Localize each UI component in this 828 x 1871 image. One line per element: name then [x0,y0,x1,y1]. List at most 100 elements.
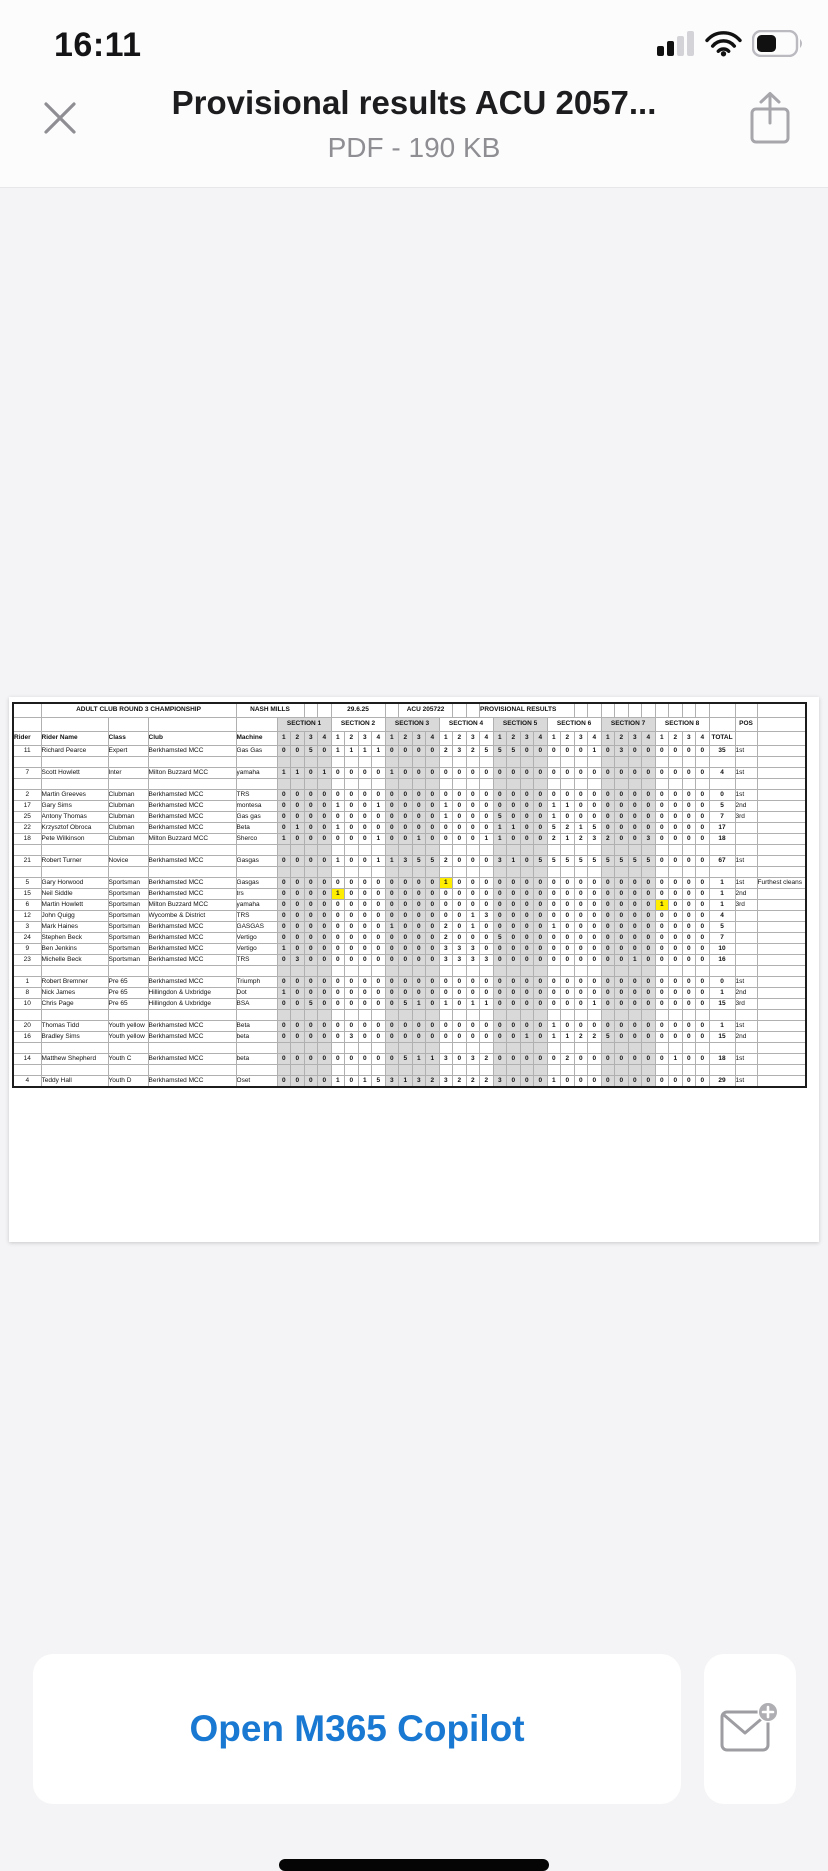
score-cell: 0 [560,877,575,889]
score-cell: 1 [384,767,399,779]
class-cell: Expert [107,745,149,757]
score-cell: 0 [627,987,643,999]
cell [330,965,345,977]
sub-col-header: 3 [357,731,372,746]
cell [756,1042,807,1054]
class-col-header: Class [107,731,149,746]
score-cell: 0 [492,1053,508,1065]
score-cell: 0 [506,888,521,900]
cell [734,702,758,718]
score-cell: 0 [533,932,548,944]
cell [506,866,521,878]
score-cell: 0 [614,1031,629,1043]
score-cell: 0 [479,811,494,823]
rider-number-cell: 10 [12,998,42,1010]
score-cell: 0 [452,855,467,867]
rider-number-cell: 6 [12,899,42,911]
total-cell: 10 [708,943,736,955]
score-cell: 0 [600,932,616,944]
score-cell: 0 [344,855,359,867]
score-cell: 0 [641,976,656,988]
score-cell: 0 [317,943,332,955]
cell [734,1064,758,1076]
cell [654,756,670,768]
score-cell: 0 [384,800,399,812]
score-cell: 0 [573,767,589,779]
sub-col-header: 2 [506,731,521,746]
cell [708,965,736,977]
club-cell: Berkhamsted MCC [147,1075,237,1088]
score-cell: 0 [600,822,616,834]
cell [533,844,548,856]
share-up-arrow-icon [750,92,790,144]
rider-col-header: Rider [12,731,42,746]
machine-cell: Gasgas [235,877,278,889]
score-cell: 0 [573,888,589,900]
score-cell: 0 [600,976,616,988]
cell [479,756,494,768]
home-indicator[interactable] [279,1859,549,1871]
score-cell: 0 [614,910,629,922]
score-cell: 0 [600,1053,616,1065]
score-cell: 0 [411,899,426,911]
close-button[interactable] [38,96,82,140]
open-copilot-button[interactable]: Open M365 Copilot [33,1654,681,1804]
score-cell: 0 [600,987,616,999]
score-cell: 0 [587,811,602,823]
cell [519,756,535,768]
score-cell: 0 [641,1075,656,1088]
score-cell: 0 [398,1031,413,1043]
score-cell: 0 [290,899,305,911]
score-cell: 0 [560,899,575,911]
cellular-signal-icon [657,30,694,56]
cell [519,866,535,878]
share-button[interactable] [748,90,792,146]
score-cell: 1 [330,822,345,834]
cell [587,866,602,878]
score-cell: 0 [695,789,710,801]
score-cell: 0 [533,1020,548,1032]
score-cell: 0 [384,932,399,944]
score-cell: 0 [384,987,399,999]
cell [357,866,372,878]
score-cell: 0 [654,1031,670,1043]
score-cell: 0 [587,1020,602,1032]
score-cell: 0 [344,833,359,845]
cell [452,778,467,790]
rider-number-cell: 24 [12,932,42,944]
score-cell: 0 [560,943,575,955]
cell [546,778,562,790]
score-cell: 0 [533,800,548,812]
score-cell: 1 [371,745,386,757]
class-cell: Sportsman [107,910,149,922]
cell [573,965,589,977]
score-cell: 5 [641,855,656,867]
pdf-page[interactable]: ADULT CLUB ROUND 3 CHAMPIONSHIP NASH MILL… [9,697,819,1242]
rider-number-cell: 15 [12,888,42,900]
cell [12,778,42,790]
cell [235,844,278,856]
comment-cell [756,899,807,911]
sub-col-header: 3 [681,731,697,746]
cell [344,844,359,856]
new-email-button[interactable] [704,1654,796,1804]
cell [147,866,237,878]
score-cell: 0 [695,822,710,834]
score-cell: 3 [384,1075,399,1088]
cell [384,1042,399,1054]
cell [546,1009,562,1021]
comment-cell [756,855,807,867]
score-cell: 3 [290,954,305,966]
cell [371,1064,386,1076]
score-cell: 1 [587,745,602,757]
section-header: SECTION 1 [276,717,332,732]
score-cell: 0 [465,932,481,944]
cell [303,778,318,790]
comment-cell [756,767,807,779]
score-cell: 5 [479,745,494,757]
score-cell: 0 [398,943,413,955]
score-cell: 1 [425,1053,440,1065]
score-cell: 0 [506,976,521,988]
cell [425,778,440,790]
sub-col-header: 3 [519,731,535,746]
